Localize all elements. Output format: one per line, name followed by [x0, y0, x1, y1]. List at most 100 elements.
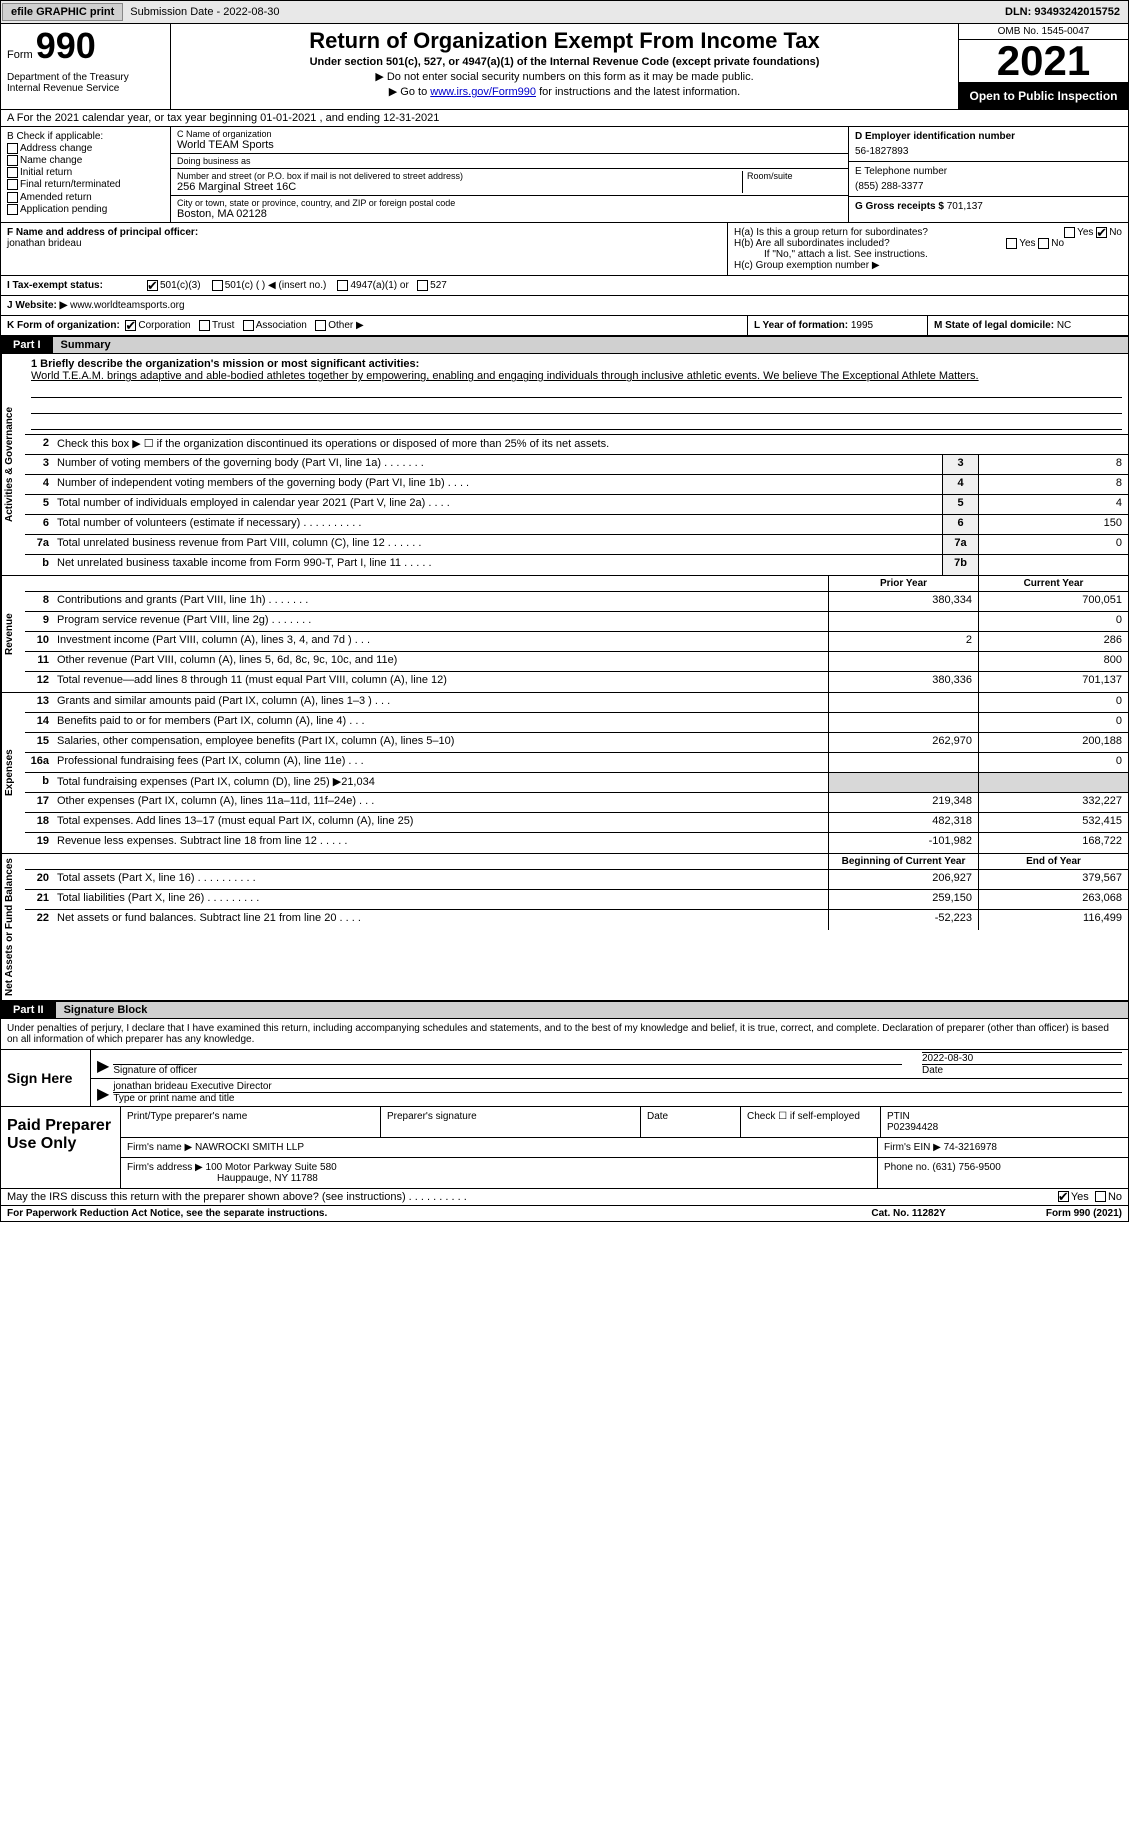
chk-address-change[interactable] — [7, 143, 18, 154]
summary-line: 3Number of voting members of the governi… — [25, 455, 1128, 475]
vtab-expenses: Expenses — [1, 693, 25, 853]
summary-line: 10Investment income (Part VIII, column (… — [25, 632, 1128, 652]
form-org-label: K Form of organization: — [7, 320, 120, 331]
suite-label: Room/suite — [747, 171, 842, 181]
discuss-text: May the IRS discuss this return with the… — [7, 1191, 1058, 1203]
officer-sig-label: Signature of officer — [113, 1065, 197, 1076]
chk-other[interactable] — [315, 320, 326, 331]
summary-line: 14Benefits paid to or for members (Part … — [25, 713, 1128, 733]
org-name: World TEAM Sports — [177, 139, 842, 151]
open-inspection: Open to Public Inspection — [959, 83, 1128, 109]
summary-line: 22Net assets or fund balances. Subtract … — [25, 910, 1128, 930]
state-domicile: NC — [1057, 320, 1071, 331]
footer-form: Form 990 (2021) — [1046, 1208, 1122, 1219]
chk-association[interactable] — [243, 320, 254, 331]
summary-line: 17Other expenses (Part IX, column (A), l… — [25, 793, 1128, 813]
col-b-label: B Check if applicable: — [7, 131, 164, 142]
street-label: Number and street (or P.O. box if mail i… — [177, 171, 742, 181]
form-subtitle: Under section 501(c), 527, or 4947(a)(1)… — [179, 56, 950, 68]
chk-4947[interactable] — [337, 280, 348, 291]
tax-status-label: I Tax-exempt status: — [7, 280, 103, 291]
hb-no[interactable] — [1038, 238, 1049, 249]
chk-amended[interactable] — [7, 192, 18, 203]
dba-label: Doing business as — [177, 156, 842, 166]
summary-line: bTotal fundraising expenses (Part IX, co… — [25, 773, 1128, 793]
phone-label: E Telephone number — [855, 166, 1122, 177]
discuss-row: May the IRS discuss this return with the… — [0, 1189, 1129, 1206]
note-ssn: ▶ Do not enter social security numbers o… — [179, 70, 950, 83]
summary-line: 9Program service revenue (Part VIII, lin… — [25, 612, 1128, 632]
chk-initial-return[interactable] — [7, 167, 18, 178]
irs-link[interactable]: www.irs.gov/Form990 — [430, 86, 536, 98]
arrow-icon: ▶ — [97, 1056, 109, 1076]
chk-final-return[interactable] — [7, 179, 18, 190]
officer-label: F Name and address of principal officer: — [7, 227, 721, 238]
state-domicile-label: M State of legal domicile: — [934, 320, 1054, 331]
form-title: Return of Organization Exempt From Incom… — [179, 28, 950, 54]
row-f-h: F Name and address of principal officer:… — [0, 223, 1129, 276]
vtab-net-assets: Net Assets or Fund Balances — [1, 854, 25, 1000]
hb-yes[interactable] — [1006, 238, 1017, 249]
chk-corporation[interactable] — [125, 320, 136, 331]
signature-intro: Under penalties of perjury, I declare th… — [0, 1019, 1129, 1050]
expenses-section: Expenses 13Grants and similar amounts pa… — [0, 693, 1129, 854]
hb-label: H(b) Are all subordinates included? — [734, 238, 890, 249]
summary-line: 19Revenue less expenses. Subtract line 1… — [25, 833, 1128, 853]
paid-preparer-block: Paid Preparer Use Only Print/Type prepar… — [0, 1107, 1129, 1189]
footer: For Paperwork Reduction Act Notice, see … — [0, 1206, 1129, 1222]
chk-name-change[interactable] — [7, 155, 18, 166]
summary-line: 18Total expenses. Add lines 13–17 (must … — [25, 813, 1128, 833]
sig-date: 2022-08-30 — [922, 1053, 1122, 1065]
discuss-yes[interactable] — [1058, 1191, 1069, 1202]
hdr-end-year: End of Year — [978, 854, 1128, 869]
summary-line: 4Number of independent voting members of… — [25, 475, 1128, 495]
department-label: Department of the Treasury Internal Reve… — [7, 72, 164, 94]
chk-527[interactable] — [417, 280, 428, 291]
line2-text: Check this box ▶ ☐ if the organization d… — [53, 435, 1128, 454]
summary-line: 12Total revenue—add lines 8 through 11 (… — [25, 672, 1128, 692]
firm-city: Hauppauge, NY 11788 — [127, 1173, 318, 1184]
form-word: Form — [7, 49, 33, 61]
vtab-revenue: Revenue — [1, 576, 25, 692]
city-value: Boston, MA 02128 — [177, 208, 842, 220]
chk-app-pending[interactable] — [7, 204, 18, 215]
efile-print-button[interactable]: efile GRAPHIC print — [2, 3, 123, 21]
row-klm: K Form of organization: Corporation Trus… — [0, 316, 1129, 336]
ha-yes[interactable] — [1064, 227, 1075, 238]
hdr-prior-year: Prior Year — [828, 576, 978, 591]
officer-name-title: jonathan brideau Executive Director — [113, 1081, 1122, 1093]
phone-value: (855) 288-3377 — [855, 181, 1122, 192]
summary-line: 16aProfessional fundraising fees (Part I… — [25, 753, 1128, 773]
year-formation: 1995 — [851, 320, 873, 331]
city-label: City or town, state or province, country… — [177, 198, 842, 208]
firm-phone: (631) 756-9500 — [932, 1162, 1000, 1173]
form-number: 990 — [36, 25, 96, 66]
street-value: 256 Marginal Street 16C — [177, 181, 742, 193]
net-assets-section: Net Assets or Fund Balances Beginning of… — [0, 854, 1129, 1001]
ptin-value: P02394428 — [887, 1122, 938, 1133]
preparer-sig-label: Preparer's signature — [381, 1107, 641, 1137]
summary-line: 5Total number of individuals employed in… — [25, 495, 1128, 515]
chk-trust[interactable] — [199, 320, 210, 331]
note-goto: ▶ Go to www.irs.gov/Form990 for instruct… — [179, 85, 950, 98]
discuss-no[interactable] — [1095, 1191, 1106, 1202]
officer-name-label: Type or print name and title — [113, 1093, 234, 1104]
website-url: www.worldteamsports.org — [70, 300, 184, 311]
chk-501c3[interactable] — [147, 280, 158, 291]
top-bar: efile GRAPHIC print Submission Date - 20… — [0, 0, 1129, 24]
officer-name: jonathan brideau — [7, 238, 721, 249]
hdr-begin-year: Beginning of Current Year — [828, 854, 978, 869]
part1-num: Part I — [1, 337, 53, 353]
preparer-date-label: Date — [641, 1107, 741, 1137]
part1-title: Summary — [53, 337, 1128, 353]
hdr-current-year: Current Year — [978, 576, 1128, 591]
arrow-icon: ▶ — [97, 1084, 109, 1104]
part1-header: Part I Summary — [0, 336, 1129, 354]
mission-text: World T.E.A.M. brings adaptive and able-… — [31, 370, 1122, 382]
dln-label: DLN: 93493242015752 — [1005, 6, 1128, 18]
row-j: J Website: ▶ www.worldteamsports.org — [0, 296, 1129, 316]
firm-phone-label: Phone no. — [884, 1162, 930, 1173]
chk-501c[interactable] — [212, 280, 223, 291]
ha-no[interactable] — [1096, 227, 1107, 238]
ein-value: 56-1827893 — [855, 146, 1122, 157]
